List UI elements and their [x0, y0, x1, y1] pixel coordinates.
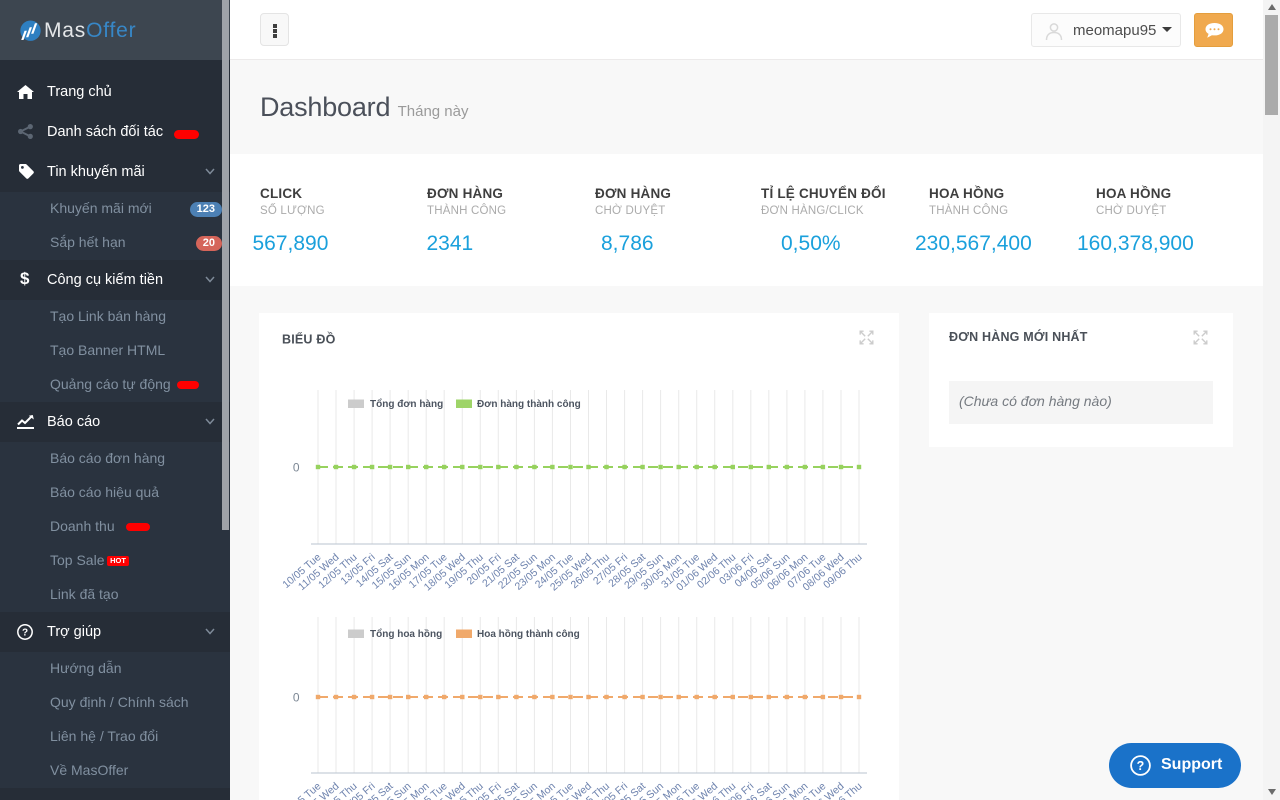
svg-text:?: ? [1137, 759, 1145, 773]
svg-text:Đơn hàng thành công: Đơn hàng thành công [477, 399, 581, 410]
svg-text:0: 0 [293, 461, 300, 475]
svg-text:Hoa hồng thành công: Hoa hồng thành công [477, 628, 580, 640]
svg-text:0: 0 [293, 691, 300, 705]
svg-text:BIỂU ĐỒ: BIỂU ĐỒ [282, 332, 336, 347]
svg-text:Tổng hoa hồng: Tổng hoa hồng [370, 628, 442, 640]
svg-text:?: ? [22, 628, 28, 639]
svg-text:Tổng đơn hàng: Tổng đơn hàng [370, 398, 443, 410]
